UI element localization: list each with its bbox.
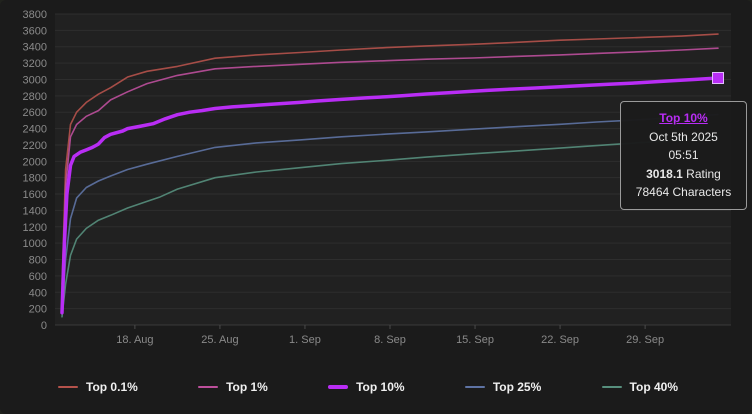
y-axis-label: 1000 xyxy=(23,238,47,250)
legend-label: Top 0.1% xyxy=(86,380,138,394)
y-axis-label: 3200 xyxy=(23,58,47,70)
legend-label: Top 25% xyxy=(492,380,542,394)
legend-item-top-10[interactable]: Top 10% xyxy=(328,380,405,394)
x-axis-label: 29. Sep xyxy=(626,334,664,346)
y-axis-label: 3800 xyxy=(23,9,47,21)
series-line-top-0-1[interactable] xyxy=(61,33,719,285)
y-axis-label: 1400 xyxy=(23,205,47,217)
legend-swatch-top-0-1 xyxy=(58,385,78,389)
y-axis-label: 0 xyxy=(41,320,47,332)
series-line-top-40[interactable] xyxy=(61,135,719,318)
x-axis-label: 22. Sep xyxy=(541,334,579,346)
rating-line-chart[interactable]: 0 200 400 600 800 1000 1200 1400 1600 1800 2000 220… xyxy=(0,0,752,352)
y-axis-label: 1200 xyxy=(23,222,47,234)
x-axis-label: 15. Sep xyxy=(456,334,494,346)
legend-label: Top 40% xyxy=(629,380,678,394)
y-axis-label: 800 xyxy=(29,255,47,267)
y-axis-label: 200 xyxy=(29,304,47,316)
legend-item-top-0-1[interactable]: Top 0.1% xyxy=(58,380,138,394)
x-axis-label: 1. Sep xyxy=(289,334,321,346)
y-axis-label: 2400 xyxy=(23,124,47,136)
series-line-top-1[interactable] xyxy=(61,47,719,294)
y-axis-label: 2000 xyxy=(23,156,47,168)
y-axis-label: 2800 xyxy=(23,91,47,103)
series-line-top-25[interactable] xyxy=(61,113,719,314)
x-axis-label: 18. Aug xyxy=(116,334,153,346)
y-axis-label: 2600 xyxy=(23,107,47,119)
x-axis-label: 25. Aug xyxy=(201,334,238,346)
legend-item-top-1[interactable]: Top 1% xyxy=(198,380,268,394)
y-axis-label: 2200 xyxy=(23,140,47,152)
legend-label: Top 10% xyxy=(356,380,405,394)
y-axis-label: 3000 xyxy=(23,74,47,86)
plot-area-background xyxy=(55,14,731,325)
selected-point-marker[interactable] xyxy=(712,71,724,84)
y-axis-label: 600 xyxy=(29,271,47,283)
legend-swatch-top-40 xyxy=(601,385,622,389)
legend-swatch-top-1 xyxy=(198,385,219,389)
chart-legend: Top 0.1% Top 1% Top 10% Top 25% Top 40% xyxy=(0,380,752,394)
legend-item-top-40[interactable]: Top 40% xyxy=(601,380,678,394)
x-axis-label: 8. Sep xyxy=(374,334,406,346)
legend-label: Top 1% xyxy=(226,380,268,394)
legend-swatch-top-25 xyxy=(464,385,485,389)
series-line-top-10[interactable] xyxy=(60,76,720,315)
legend-item-top-25[interactable]: Top 25% xyxy=(464,380,542,394)
y-axis-label: 400 xyxy=(29,287,47,299)
y-axis-label: 3600 xyxy=(23,25,47,37)
y-axis-label: 1800 xyxy=(23,173,47,185)
y-axis-label: 1600 xyxy=(23,189,47,201)
legend-swatch-top-10 xyxy=(328,385,349,389)
y-axis-label: 3400 xyxy=(23,42,47,54)
